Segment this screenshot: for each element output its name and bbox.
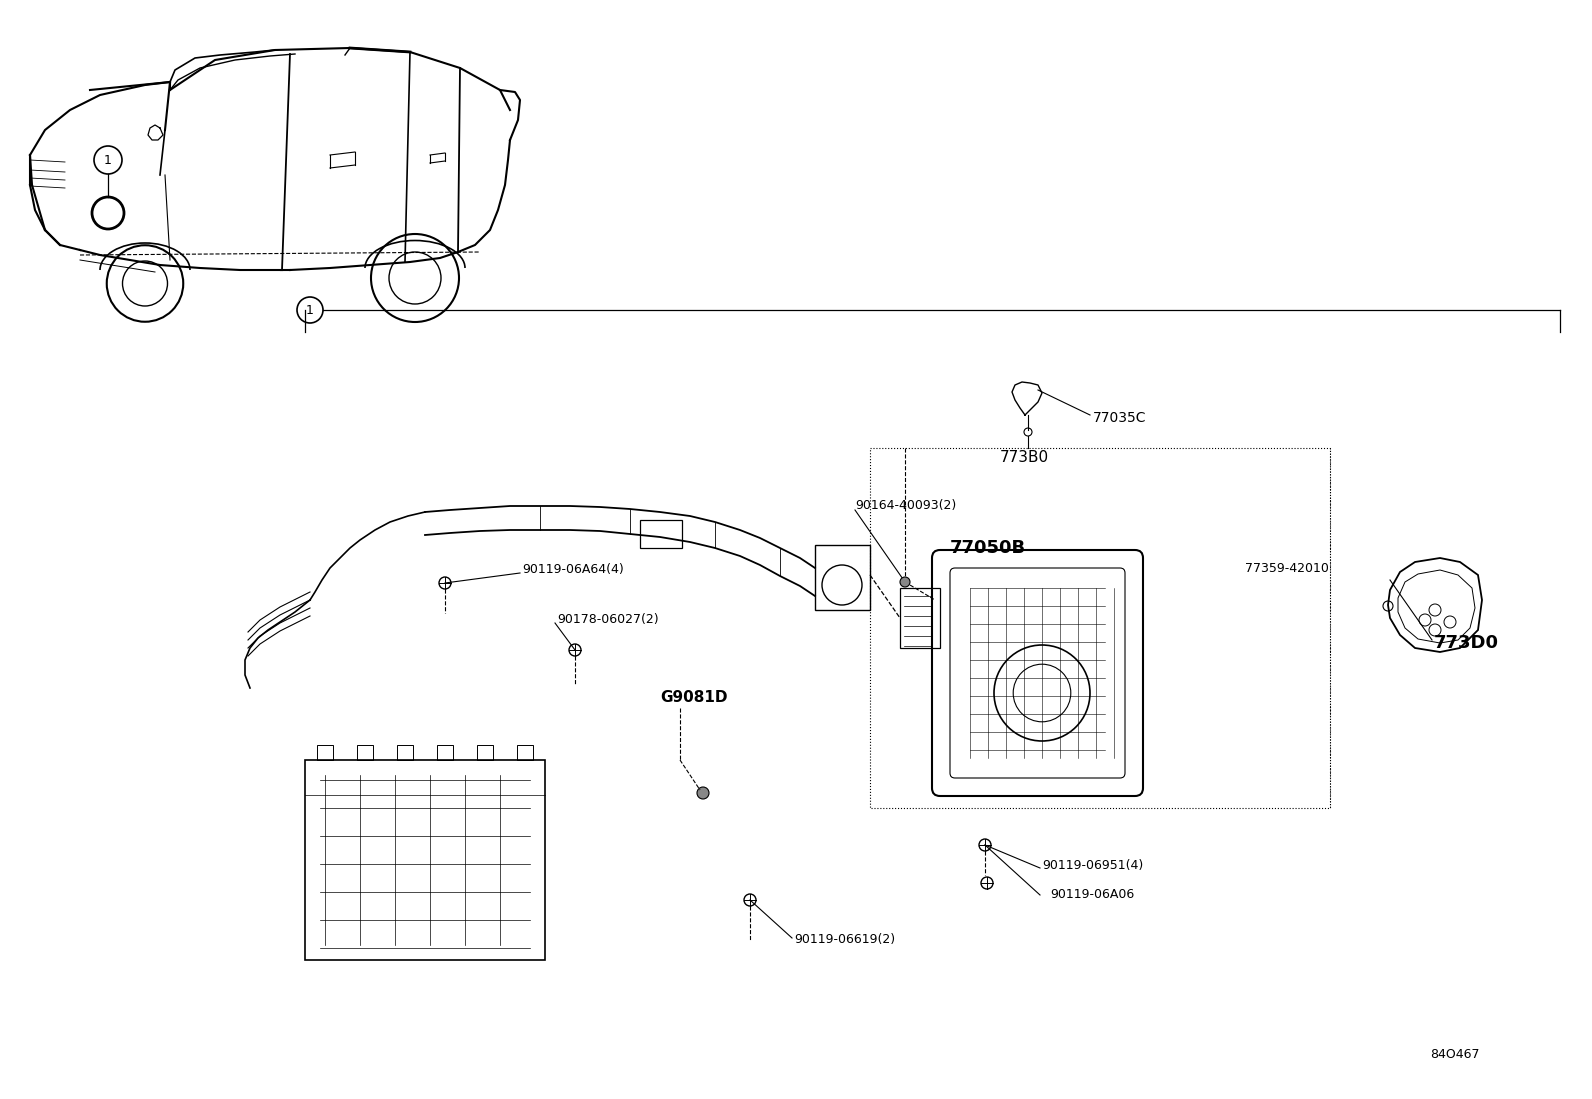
- Bar: [317, 745, 333, 761]
- Text: 77035C: 77035C: [1094, 411, 1146, 425]
- Circle shape: [899, 577, 911, 587]
- Circle shape: [697, 787, 708, 799]
- Bar: [436, 745, 454, 761]
- Bar: [640, 520, 681, 548]
- Text: 773B0: 773B0: [1000, 451, 1049, 466]
- Text: 1: 1: [103, 154, 111, 167]
- Text: 90119-06951(4): 90119-06951(4): [1043, 858, 1143, 872]
- Bar: [899, 588, 939, 648]
- Text: 90119-06A64(4): 90119-06A64(4): [522, 564, 624, 577]
- Text: 90119-06A06: 90119-06A06: [1051, 888, 1134, 901]
- Bar: [357, 745, 373, 761]
- Bar: [396, 745, 412, 761]
- Text: 90164-40093(2): 90164-40093(2): [855, 499, 957, 511]
- Text: 1: 1: [306, 303, 314, 317]
- Text: G9081D: G9081D: [661, 690, 728, 706]
- Bar: [869, 448, 1329, 808]
- Bar: [478, 745, 494, 761]
- Text: 77050B: 77050B: [950, 539, 1027, 557]
- Text: 77359-42010: 77359-42010: [1245, 562, 1329, 575]
- Bar: [517, 745, 533, 761]
- Text: 84O467: 84O467: [1430, 1048, 1479, 1062]
- Bar: [815, 545, 869, 610]
- Text: 90178-06027(2): 90178-06027(2): [557, 613, 659, 626]
- Text: 90119-06619(2): 90119-06619(2): [794, 933, 895, 946]
- Text: 773D0: 773D0: [1434, 634, 1500, 652]
